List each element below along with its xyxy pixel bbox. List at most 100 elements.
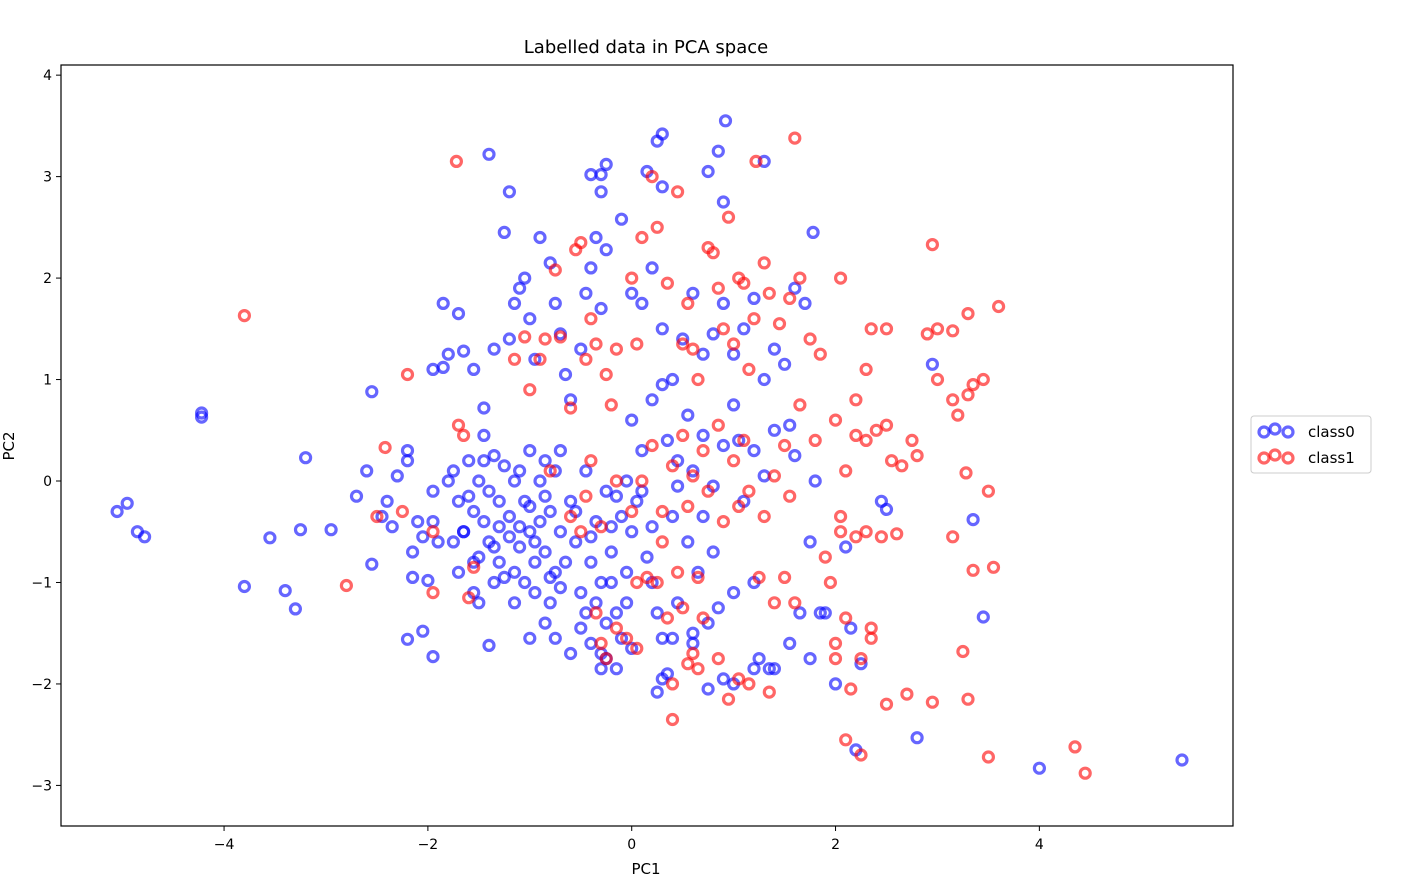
class0-point [436, 360, 450, 374]
class1-point [630, 575, 644, 590]
legend-marker-class0 [1268, 422, 1282, 436]
class1-point [462, 591, 476, 605]
class0-point [711, 601, 725, 615]
class1-point [803, 332, 817, 346]
class0-point [655, 378, 669, 392]
class1-point [833, 271, 848, 285]
class0-point [538, 489, 552, 503]
class1-point [976, 372, 990, 387]
class0-point [487, 449, 501, 463]
class0-point [584, 530, 598, 544]
class0-point [451, 494, 466, 508]
class1-point [716, 514, 731, 529]
class0-point [482, 638, 496, 653]
class1-point [660, 611, 675, 625]
class1-point [670, 185, 685, 199]
class1-point [961, 692, 975, 706]
class1-point [691, 372, 705, 387]
class1-point [930, 322, 945, 336]
legend-marker-class0 [1281, 425, 1295, 439]
class0-point [467, 504, 481, 519]
class1-point [395, 504, 409, 519]
class0-point [548, 631, 562, 645]
class0-point [604, 545, 618, 559]
class0-point [477, 428, 491, 442]
class1-point [910, 449, 924, 463]
class0-point [910, 731, 924, 745]
class1-point [630, 641, 644, 656]
class1-point [793, 271, 807, 285]
class0-point [594, 185, 608, 199]
class1-point [900, 687, 914, 701]
class0-point [599, 484, 613, 498]
class1-point [553, 330, 568, 344]
class0-point [599, 157, 613, 171]
class0-point [512, 540, 527, 554]
class0-point [563, 494, 578, 508]
class1-point [783, 489, 797, 503]
class1-point [1068, 740, 1082, 754]
class1-point [946, 324, 960, 338]
class0-point [457, 525, 471, 539]
class1-point [584, 454, 598, 468]
class0-point [716, 672, 731, 686]
class1-point [676, 337, 690, 351]
class0-point [548, 464, 562, 478]
class0-point [512, 520, 527, 534]
class1-point [788, 131, 802, 145]
class0-point [195, 406, 209, 420]
class1-point [650, 575, 664, 590]
class0-point [406, 570, 420, 585]
class0-point [655, 180, 669, 194]
class1-point [584, 312, 598, 326]
class1-point [625, 271, 639, 285]
class0-point [293, 523, 308, 537]
class0-point [706, 327, 720, 341]
y-tick-label: 2 [43, 271, 52, 287]
class0-point [609, 606, 624, 620]
class0-point [625, 641, 639, 656]
class0-point [375, 509, 389, 524]
class0-point [676, 332, 690, 346]
class1-point [981, 484, 996, 498]
class1-point [665, 712, 680, 727]
class0-point [579, 464, 593, 478]
class1-point [737, 276, 751, 290]
class1-point [721, 692, 736, 706]
class1-point [665, 677, 680, 691]
class1-point [599, 367, 613, 382]
class0-point [645, 261, 659, 275]
class0-point [599, 243, 613, 257]
class1-point [650, 220, 664, 234]
class0-point [665, 631, 680, 645]
class1-point [946, 393, 960, 407]
class0-point [854, 657, 868, 671]
class0-point [625, 525, 639, 539]
class0-point [553, 444, 568, 458]
class0-point [385, 520, 399, 534]
class1-point [599, 651, 613, 666]
class0-point [788, 281, 802, 295]
class1-point [951, 408, 965, 422]
class0-point [538, 616, 552, 630]
class0-point [543, 570, 557, 585]
class0-point [497, 459, 511, 473]
x-tick-label: 4 [1035, 837, 1044, 853]
class1-point [752, 570, 766, 585]
class0-point [502, 509, 516, 524]
class1-point [681, 296, 695, 310]
class1-point [533, 352, 547, 366]
class1-point [449, 154, 463, 168]
class0-point [533, 474, 547, 488]
class1-point [711, 651, 725, 666]
class0-point [451, 307, 466, 321]
class1-point [594, 636, 608, 651]
class0-point [767, 342, 782, 356]
class0-point [691, 565, 705, 579]
class0-point [1032, 761, 1047, 775]
class0-point [574, 342, 588, 356]
class0-point [492, 520, 506, 534]
class0-point [655, 322, 669, 336]
class1-point [757, 256, 771, 270]
class0-point [548, 296, 562, 310]
